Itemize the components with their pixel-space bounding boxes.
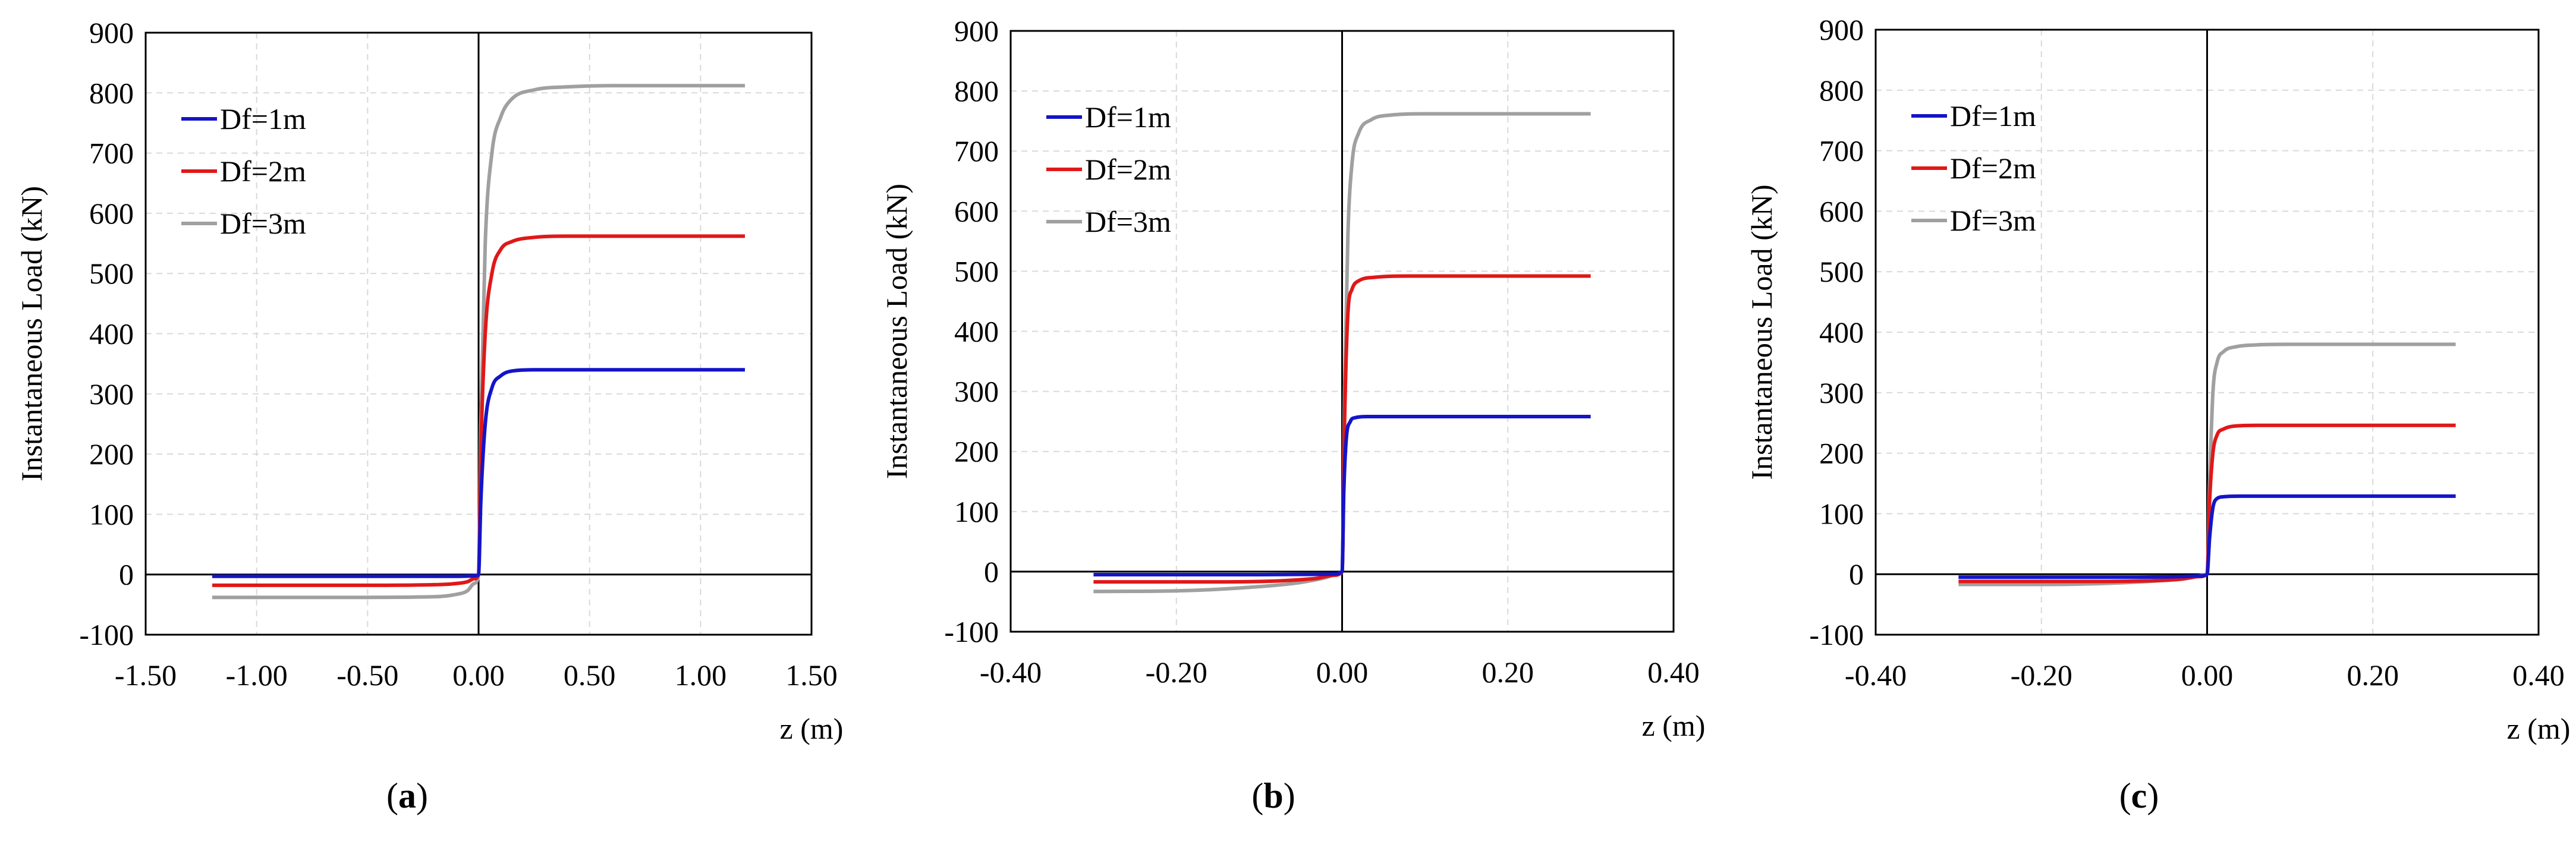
y-tick-label: 900 bbox=[954, 14, 999, 48]
series-line-df-2m bbox=[212, 234, 745, 587]
x-tick-label: -0.20 bbox=[1146, 655, 1207, 689]
y-tick-label: 100 bbox=[954, 495, 999, 528]
y-tick-label: 400 bbox=[1819, 316, 1864, 349]
y-tick-label: -100 bbox=[944, 615, 999, 648]
y-tick-label: 800 bbox=[954, 74, 999, 108]
panel-label-b: (b) bbox=[1251, 776, 1295, 815]
y-tick-label: 300 bbox=[89, 377, 134, 411]
panel-label-a: (a) bbox=[386, 776, 428, 815]
y-tick-label: 900 bbox=[1819, 13, 1864, 46]
x-tick-label: 0.40 bbox=[1647, 655, 1700, 689]
legend-label: Df=1m bbox=[220, 102, 306, 135]
y-tick-label: 0 bbox=[984, 555, 999, 588]
legend-label: Df=3m bbox=[220, 207, 306, 240]
chart-panel-3: -100 0 100 200 300 400 500 600 700 800 900 -0.40 -0.… bbox=[1745, 13, 2570, 745]
y-tick-label: 500 bbox=[89, 257, 134, 290]
y-tick-label: 200 bbox=[89, 437, 134, 471]
y-axis-title: Instantaneous Load (kN) bbox=[1745, 184, 1778, 480]
series-line-df-3m bbox=[212, 84, 745, 600]
x-tick-label: -1.00 bbox=[226, 658, 288, 692]
series-line-df-2m bbox=[1958, 423, 2456, 584]
y-tick-label: 600 bbox=[1819, 194, 1864, 228]
y-tick-label: 100 bbox=[1819, 497, 1864, 530]
y-tick-label: 800 bbox=[1819, 74, 1864, 107]
panel-label-c: (c) bbox=[2119, 776, 2159, 815]
y-tick-label: -100 bbox=[1809, 618, 1864, 651]
legend-label: Df=3m bbox=[1950, 204, 2036, 237]
y-tick-label: 500 bbox=[954, 254, 999, 288]
y-tick-label: 800 bbox=[89, 76, 134, 109]
x-tick-label: 0.50 bbox=[564, 658, 616, 692]
x-tick-label: 1.00 bbox=[675, 658, 727, 692]
x-tick-label: 1.50 bbox=[785, 658, 838, 692]
x-tick-label: -0.40 bbox=[1845, 658, 1907, 692]
y-tick-label: -100 bbox=[79, 618, 134, 651]
x-tick-label: -1.50 bbox=[115, 658, 177, 692]
y-tick-label: 200 bbox=[1819, 437, 1864, 470]
legend-label: Df=3m bbox=[1085, 205, 1171, 238]
y-tick-label: 700 bbox=[1819, 134, 1864, 168]
y-tick-label: 400 bbox=[954, 315, 999, 348]
y-tick-label: 700 bbox=[89, 137, 134, 170]
legend-label: Df=2m bbox=[1950, 152, 2036, 185]
x-axis-title: z (m) bbox=[2507, 712, 2571, 745]
legend-label: Df=1m bbox=[1950, 99, 2036, 133]
y-tick-label: 0 bbox=[1849, 557, 1864, 591]
series-line-df-1m bbox=[1958, 494, 2456, 579]
y-axis-title: Instantaneous Load (kN) bbox=[15, 186, 48, 481]
y-tick-label: 600 bbox=[89, 197, 134, 230]
y-tick-label: 0 bbox=[119, 558, 134, 591]
y-tick-label: 700 bbox=[954, 134, 999, 168]
y-tick-label: 300 bbox=[1819, 376, 1864, 409]
y-tick-label: 200 bbox=[954, 435, 999, 468]
x-axis-title: z (m) bbox=[1642, 709, 1706, 742]
legend-label: Df=1m bbox=[1085, 100, 1171, 134]
x-axis-title: z (m) bbox=[780, 712, 844, 745]
x-tick-label: -0.50 bbox=[336, 658, 398, 692]
y-tick-label: 300 bbox=[954, 375, 999, 408]
legend-label: Df=2m bbox=[1085, 153, 1171, 186]
y-tick-label: 400 bbox=[89, 317, 134, 351]
legend-label: Df=2m bbox=[220, 155, 306, 188]
y-tick-label: 500 bbox=[1819, 255, 1864, 288]
x-tick-label: -0.40 bbox=[980, 655, 1042, 689]
x-tick-label: 0.00 bbox=[2181, 658, 2234, 692]
series-line-df-2m bbox=[1093, 274, 1591, 584]
x-tick-label: 0.20 bbox=[2347, 658, 2399, 692]
y-tick-label: 100 bbox=[89, 497, 134, 531]
y-tick-label: 600 bbox=[954, 194, 999, 228]
x-tick-label: 0.20 bbox=[1482, 655, 1534, 689]
series-line-df-1m bbox=[1093, 415, 1591, 576]
y-tick-label: 900 bbox=[89, 16, 134, 49]
x-tick-label: 0.00 bbox=[452, 658, 505, 692]
chart-panel-1: -100 0 100 200 300 400 500 600 700 800 900 -1.50 -1.… bbox=[15, 16, 843, 745]
x-tick-label: 0.40 bbox=[2512, 658, 2565, 692]
chart-panel-2: -100 0 100 200 300 400 500 600 700 800 900 -0.40 -0.… bbox=[880, 14, 1705, 742]
series-line-df-1m bbox=[212, 368, 745, 578]
x-tick-label: 0.00 bbox=[1316, 655, 1369, 689]
x-tick-label: -0.20 bbox=[2011, 658, 2072, 692]
y-axis-title: Instantaneous Load (kN) bbox=[880, 184, 913, 479]
